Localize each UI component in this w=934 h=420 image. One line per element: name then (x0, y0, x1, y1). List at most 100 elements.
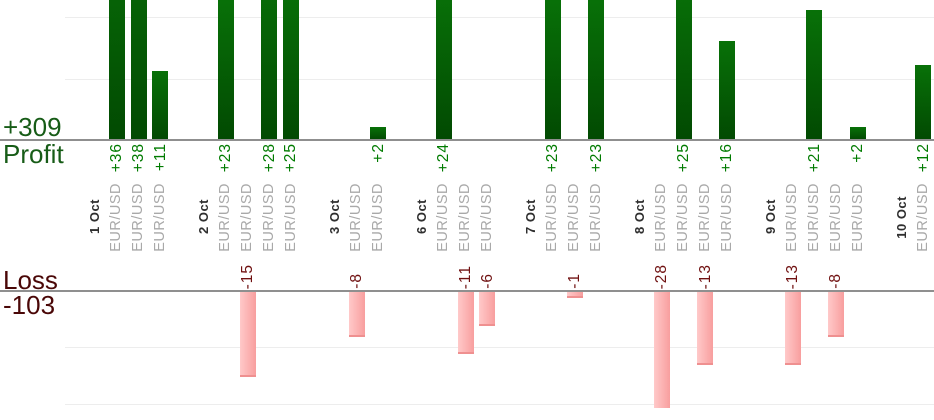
label-column: +2 (367, 143, 389, 183)
symbol-label: EUR/USD (653, 182, 670, 252)
profit-axis-label: Profit (3, 139, 64, 169)
profit-bar (283, 0, 300, 139)
label-column: 10 Oct (891, 178, 913, 256)
label-column: +24 (433, 143, 455, 183)
label-column: 7 Oct (520, 178, 542, 256)
symbol-label: EUR/USD (806, 182, 823, 252)
loss-value-label: -28 (652, 263, 670, 289)
label-column: 1 Oct (84, 178, 106, 256)
label-column: EUR/USD (585, 178, 607, 256)
loss-value-label: -11 (456, 264, 474, 289)
symbol-label: EUR/USD (217, 182, 234, 252)
profit-value-label: +23 (587, 143, 605, 173)
loss-value-label: -8 (827, 273, 845, 289)
label-column: -8 (346, 246, 368, 289)
label-column: -1 (564, 246, 586, 289)
label-column: +21 (803, 143, 825, 183)
label-column: EUR/USD (825, 178, 847, 256)
date-label: 2 Oct (196, 199, 212, 235)
date-label: 10 Oct (893, 195, 909, 239)
symbol-label: EUR/USD (130, 182, 147, 252)
label-column: EUR/USD (149, 178, 171, 256)
loss-gridline-10 (65, 347, 934, 348)
loss-bar (697, 292, 714, 366)
label-column: EUR/USD (564, 178, 586, 256)
profit-gridline-10 (65, 79, 934, 80)
profit-bar (849, 126, 866, 139)
date-label: 1 Oct (87, 199, 103, 235)
profit-value-label: +23 (543, 143, 561, 173)
label-column: +25 (280, 143, 302, 183)
label-column: +16 (716, 143, 738, 183)
label-column: EUR/USD (215, 178, 237, 256)
label-column: EUR/USD (367, 178, 389, 256)
label-column: EUR/USD (476, 178, 498, 256)
label-column: EUR/USD (346, 178, 368, 256)
label-column: +38 (128, 143, 150, 183)
symbol-label: EUR/USD (282, 182, 299, 252)
label-column: -13 (694, 246, 716, 289)
label-column: EUR/USD (673, 178, 695, 256)
profit-bar (217, 0, 234, 139)
loss-axis-line (0, 290, 934, 292)
profit-value-label: +12 (914, 143, 932, 173)
symbol-label: EUR/USD (457, 182, 474, 252)
label-column: +23 (215, 143, 237, 183)
profit-bar (915, 65, 932, 139)
date-label: 9 Oct (763, 199, 779, 235)
profit-bar (261, 0, 278, 139)
label-column: -6 (476, 246, 498, 289)
label-column: +23 (585, 143, 607, 183)
loss-bar (479, 292, 496, 326)
profit-bar (588, 0, 605, 139)
loss-total: -103 (3, 290, 56, 320)
profit-gridline-20 (65, 17, 934, 18)
profit-bar (370, 126, 387, 139)
symbol-label: EUR/USD (718, 182, 735, 252)
label-column: -8 (825, 246, 847, 289)
loss-bar (784, 292, 801, 366)
label-column: EUR/USD (847, 178, 869, 256)
loss-plot-area (0, 292, 934, 408)
label-column: 3 Oct (324, 178, 346, 256)
profit-value-label: +16 (718, 143, 736, 173)
symbol-label: EUR/USD (370, 182, 387, 252)
label-column: +23 (542, 143, 564, 183)
label-column: 9 Oct (760, 178, 782, 256)
symbol-label: EUR/USD (588, 182, 605, 252)
label-column: EUR/USD (782, 178, 804, 256)
label-column: -11 (455, 246, 477, 289)
date-label: 8 Oct (632, 199, 648, 235)
loss-bar (348, 292, 365, 338)
loss-gridline-20 (65, 404, 934, 405)
label-column: EUR/USD (237, 178, 259, 256)
label-column: EUR/USD (106, 178, 128, 256)
label-column: +2 (847, 143, 869, 183)
symbol-label: EUR/USD (261, 182, 278, 252)
loss-bar (828, 292, 845, 338)
label-column: EUR/USD (912, 178, 934, 256)
label-column: EUR/USD (280, 178, 302, 256)
label-column: EUR/USD (433, 178, 455, 256)
label-column: -15 (237, 246, 259, 289)
symbol-label: EUR/USD (108, 182, 125, 252)
profit-bar (130, 0, 147, 139)
label-column: -28 (651, 246, 673, 289)
loss-value-label: -6 (478, 273, 496, 289)
label-column: +25 (673, 143, 695, 183)
label-column: +36 (106, 143, 128, 183)
loss-value-label: -8 (347, 273, 365, 289)
profit-bar (675, 0, 692, 139)
label-column: 2 Oct (193, 178, 215, 256)
label-column: 8 Oct (629, 178, 651, 256)
profit-total: +309 (3, 112, 62, 142)
label-column: EUR/USD (128, 178, 150, 256)
date-label: 7 Oct (523, 199, 539, 235)
loss-bar (566, 292, 583, 298)
label-column: 6 Oct (411, 178, 433, 256)
profit-value-label: +21 (805, 143, 823, 173)
symbol-label: EUR/USD (784, 182, 801, 252)
loss-value-label: -13 (696, 263, 714, 289)
loss-bar (457, 292, 474, 355)
label-column: +12 (912, 143, 934, 183)
